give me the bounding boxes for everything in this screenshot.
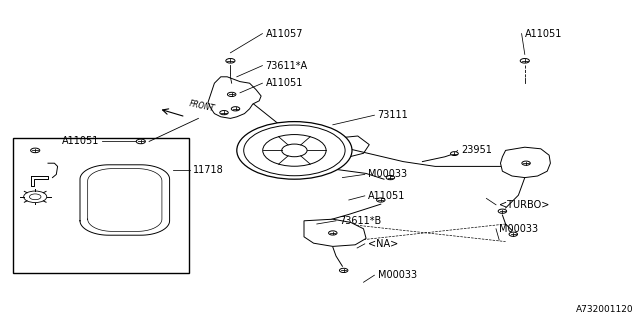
Text: A11051: A11051: [368, 191, 405, 201]
Text: <TURBO>: <TURBO>: [499, 200, 550, 210]
Circle shape: [451, 152, 458, 156]
Circle shape: [282, 144, 307, 157]
Text: A11057: A11057: [266, 28, 303, 39]
Text: 73111: 73111: [378, 110, 408, 120]
Text: 23951: 23951: [461, 145, 492, 156]
Circle shape: [136, 139, 145, 144]
Text: A11051: A11051: [525, 28, 562, 39]
Text: M00033: M00033: [499, 224, 538, 234]
Circle shape: [237, 122, 352, 179]
Polygon shape: [317, 136, 369, 159]
Circle shape: [31, 148, 40, 153]
Text: 73611*A: 73611*A: [266, 60, 308, 71]
Circle shape: [328, 231, 337, 235]
Circle shape: [339, 268, 348, 273]
Circle shape: [498, 209, 507, 213]
Bar: [13, 138, 189, 273]
Circle shape: [227, 92, 236, 97]
Circle shape: [220, 110, 228, 115]
Text: 73611*B: 73611*B: [339, 216, 381, 226]
Circle shape: [24, 191, 47, 203]
Polygon shape: [208, 77, 261, 118]
Circle shape: [509, 232, 518, 236]
Circle shape: [263, 134, 326, 166]
Text: M00033: M00033: [378, 270, 417, 280]
Polygon shape: [304, 219, 366, 246]
Circle shape: [386, 175, 395, 180]
Circle shape: [522, 161, 531, 165]
Circle shape: [29, 194, 41, 200]
Text: FRONT: FRONT: [189, 99, 216, 113]
Polygon shape: [500, 147, 550, 178]
Text: M00033: M00033: [368, 169, 407, 180]
Text: A11051: A11051: [266, 78, 303, 88]
Circle shape: [226, 59, 235, 63]
Text: A11051: A11051: [62, 136, 99, 147]
Circle shape: [244, 125, 345, 176]
Text: 11718: 11718: [193, 164, 224, 175]
Circle shape: [520, 59, 529, 63]
Circle shape: [376, 198, 385, 202]
Circle shape: [231, 107, 240, 111]
Text: A732001120: A732001120: [576, 305, 634, 314]
Text: <NA>: <NA>: [368, 239, 398, 249]
